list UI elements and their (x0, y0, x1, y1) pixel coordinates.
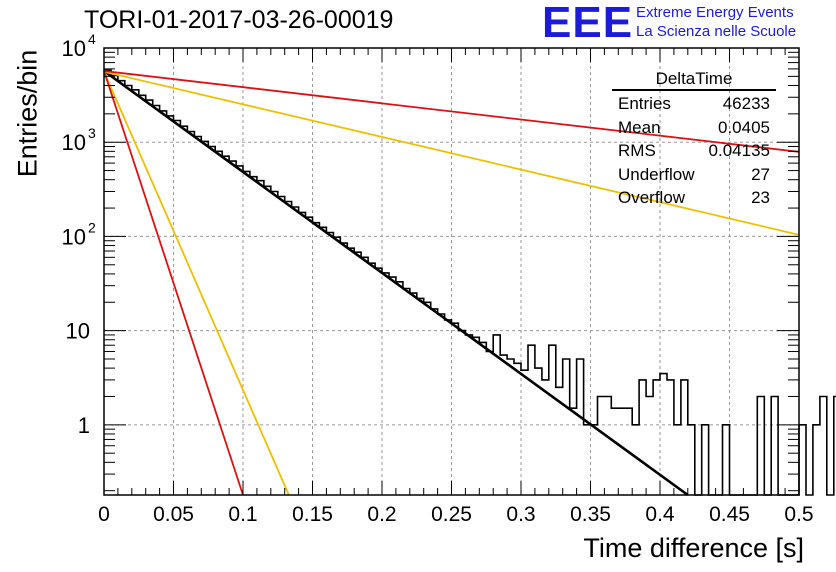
y-axis-label: Entries/bin (12, 49, 43, 178)
logo-line-2: La Scienza nelle Scuole (636, 23, 797, 40)
x-tick-label: 0.05 (153, 503, 194, 526)
fit-line (103, 70, 800, 236)
stats-row-underflow: Underflow 27 (612, 163, 776, 187)
x-tick-label: 0.4 (645, 503, 675, 526)
y-tick-exponent: 2 (88, 219, 96, 235)
stats-value: 46233 (722, 94, 770, 113)
chart-axes: 0 0.05 0.1 0.15 0.2 0.25 0.3 0.35 0.4 0.45 0.5 1 10 1… (62, 31, 814, 526)
stats-value: 0.0405 (718, 117, 770, 137)
stats-row-rms: RMS 0.04135 (612, 139, 776, 163)
x-tick-label: 0 (98, 503, 110, 526)
x-tick-label: 0.2 (367, 503, 396, 526)
y-tick-label: 10 (66, 319, 90, 344)
chart-title: TORI-01-2017-03-26-00019 (84, 6, 394, 34)
y-tick-label: 1 (78, 413, 90, 438)
x-tick-label: 0.1 (228, 503, 257, 526)
fit-line (103, 70, 244, 496)
fit-line (103, 71, 290, 496)
x-tick-label: 0.45 (709, 503, 750, 526)
stats-value: 0.04135 (708, 141, 770, 160)
x-tick-label: 0.15 (292, 503, 333, 526)
stats-label: Mean (618, 117, 661, 137)
y-tick-label: 10 (62, 36, 86, 61)
x-axis-label: Time difference [s] (583, 533, 804, 563)
stats-value: 27 (751, 164, 770, 184)
stats-row-entries: Entries 46233 (612, 92, 776, 116)
stats-row-overflow: Overflow 23 (612, 186, 776, 210)
x-tick-label: 0.5 (784, 503, 813, 526)
y-tick-exponent: 4 (88, 31, 96, 47)
x-tick-label: 0.25 (431, 503, 472, 526)
stats-value: 23 (751, 188, 770, 207)
chart-marks (103, 69, 836, 497)
stats-label: Underflow (618, 164, 695, 184)
y-tick-exponent: 3 (88, 125, 96, 141)
fit-line (103, 69, 689, 497)
logo-line-1: Extreme Energy Events (636, 4, 794, 21)
y-tick-label: 10 (62, 130, 86, 155)
eee-logo-text: Extreme Energy Events La Scienza nelle S… (636, 3, 796, 41)
stats-row-mean: Mean 0.0405 (612, 116, 776, 140)
eee-logo-mark: EEE (542, 0, 634, 47)
y-tick-label: 10 (62, 224, 86, 249)
stats-box-title: DeltaTime (612, 68, 776, 91)
x-tick-label: 0.3 (506, 503, 535, 526)
stats-label: RMS (618, 141, 656, 160)
stats-label: Overflow (618, 188, 686, 207)
x-tick-label: 0.35 (570, 503, 611, 526)
stats-box: DeltaTime Entries 46233 Mean 0.0405 RMS 0.0… (612, 68, 776, 210)
fit-line (103, 70, 800, 153)
stats-label: Entries (618, 94, 671, 113)
